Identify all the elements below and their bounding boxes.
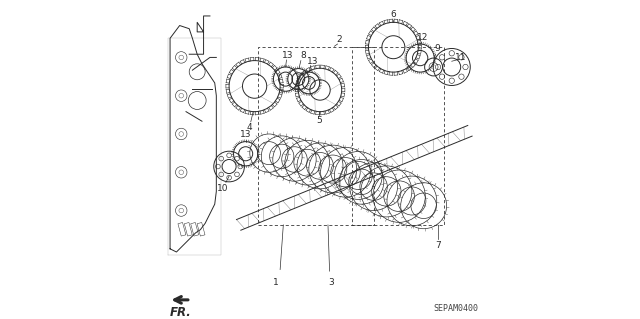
Text: FR.: FR. xyxy=(170,306,191,319)
Bar xyxy=(197,222,205,236)
Text: 7: 7 xyxy=(435,241,441,250)
Bar xyxy=(184,222,192,236)
Text: 13: 13 xyxy=(307,57,318,66)
Text: 12: 12 xyxy=(417,33,429,42)
Text: 8: 8 xyxy=(300,51,306,60)
Bar xyxy=(178,222,186,236)
Text: 13: 13 xyxy=(282,51,294,60)
Bar xyxy=(258,47,374,225)
Bar xyxy=(191,222,198,236)
Text: SEPAM0400: SEPAM0400 xyxy=(434,304,479,313)
Text: 13: 13 xyxy=(240,130,252,139)
Text: 4: 4 xyxy=(247,123,253,132)
Text: 6: 6 xyxy=(390,11,396,19)
Text: 3: 3 xyxy=(328,278,334,287)
Text: 1: 1 xyxy=(273,278,278,287)
Text: 9: 9 xyxy=(434,44,440,53)
Text: 10: 10 xyxy=(217,184,228,193)
Bar xyxy=(352,47,444,225)
Text: 11: 11 xyxy=(454,53,466,62)
Text: 5: 5 xyxy=(316,116,322,125)
Text: 2: 2 xyxy=(337,35,342,44)
